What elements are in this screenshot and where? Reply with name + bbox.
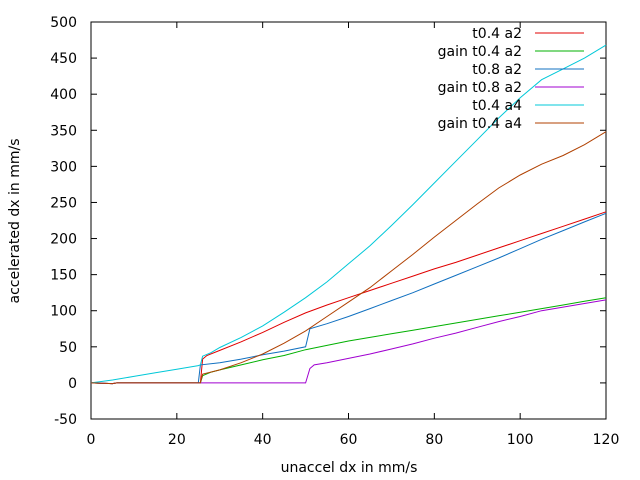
y-tick-label: 200 [50, 232, 77, 248]
legend-label: gain t0.8 a2 [438, 80, 522, 96]
legend-label: gain t0.4 a4 [438, 116, 522, 132]
y-tick-label: 0 [68, 376, 77, 392]
y-tick-label: 500 [50, 15, 77, 31]
x-tick-label: 20 [168, 432, 186, 448]
x-tick-label: 60 [340, 432, 358, 448]
y-tick-label: 450 [50, 51, 77, 67]
plot-border [90, 21, 607, 420]
y-tick-label: 350 [50, 123, 77, 139]
x-tick-label: 0 [87, 432, 96, 448]
legend-label: gain t0.4 a2 [438, 44, 522, 60]
y-axis-label: accelerated dx in mm/s [7, 139, 23, 304]
plot-area [90, 21, 607, 420]
series-lines [90, 44, 607, 385]
y-tick-label: 50 [59, 340, 77, 356]
x-tick-label: 40 [254, 432, 272, 448]
legend-label: t0.4 a4 [472, 98, 522, 114]
y-tick-label: 400 [50, 87, 77, 103]
y-tick-label: 150 [50, 268, 77, 284]
legend-label: t0.8 a2 [472, 62, 522, 78]
y-tick-label: -50 [54, 412, 77, 428]
legend-label: t0.4 a2 [472, 26, 522, 42]
y-axis: -50 0 50 100 150 200 250 300 350 400 450 500 [50, 15, 606, 428]
x-tick-label: 120 [593, 432, 620, 448]
y-tick-label: 100 [50, 304, 77, 320]
series-line-0 [90, 211, 607, 385]
x-tick-label: 100 [507, 432, 534, 448]
x-axis-label: unaccel dx in mm/s [281, 460, 418, 476]
x-axis: 0 20 40 60 80 100 120 [87, 22, 620, 448]
series-line-4 [90, 44, 607, 384]
y-tick-label: 300 [50, 159, 77, 175]
x-tick-label: 80 [425, 432, 443, 448]
legend: t0.4 a2 gain t0.4 a2 t0.8 a2 gain t0.8 a2 t0… [438, 26, 584, 132]
series-line-5 [90, 131, 607, 385]
y-tick-label: 250 [50, 195, 77, 211]
